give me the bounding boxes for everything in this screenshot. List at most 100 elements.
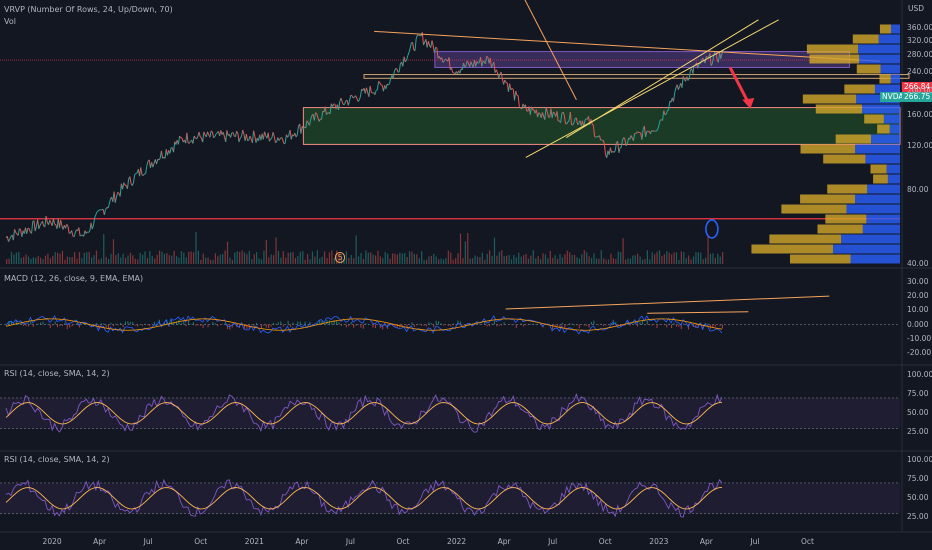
- price-candle-368: [450, 67, 454, 73]
- vrvp-legend[interactable]: VRVP (Number Of Rows, 24, Up/Down, 70): [4, 5, 173, 14]
- volume-bar-300: [370, 252, 372, 264]
- volume-bar-34: [47, 253, 49, 264]
- volume-bar-190: [236, 251, 238, 264]
- volume-bar-204: [253, 254, 255, 264]
- volume-bar-460: [564, 254, 566, 264]
- price-tick-5: 160.00: [907, 110, 932, 120]
- volume-bar-482: [590, 258, 593, 264]
- price-candle-116: [145, 165, 148, 174]
- macd-hist-142: [178, 319, 180, 325]
- macd-hist-106: [134, 324, 136, 326]
- price-candle-236: [290, 134, 293, 140]
- price-candle-411: [503, 79, 506, 85]
- time-tick-7: Oct: [396, 537, 410, 546]
- volume-bar-448: [549, 250, 551, 264]
- macd-hist-424: [520, 323, 522, 325]
- rsi-legend-2[interactable]: RSI (14, close, SMA, 14, 2): [4, 455, 110, 464]
- volume-bar-352: [433, 253, 435, 264]
- volume-bar-426: [523, 255, 525, 264]
- macd-hist-132: [166, 319, 168, 325]
- macd-hist-148: [185, 324, 187, 327]
- price-candle-122: [152, 162, 155, 168]
- volume-bar-112: [141, 254, 144, 264]
- time-tick-5: Apr: [295, 537, 309, 546]
- macd-hist-282: [348, 324, 350, 327]
- macd-hist-550: [673, 322, 675, 325]
- volume-bar-94: [120, 257, 122, 264]
- volume-bar-546: [668, 252, 670, 264]
- price-candle-134: [166, 150, 170, 156]
- price-candle-446: [545, 107, 548, 113]
- price-candle-317: [389, 77, 392, 84]
- volume-bar-550: [673, 252, 675, 264]
- macd-hist-286: [353, 324, 355, 328]
- price-tick-6: 120.00: [907, 141, 932, 151]
- volume-bar-414: [508, 254, 510, 264]
- macd-hist-546: [668, 323, 670, 325]
- price-candle-255: [313, 112, 316, 121]
- vrvp-down-row-1: [751, 244, 834, 254]
- vrvp-down-row-9: [870, 164, 887, 174]
- price-candle-434: [531, 106, 534, 111]
- volume-bar-462: [566, 250, 568, 264]
- volume-bar-454: [556, 258, 559, 264]
- price-candle-265: [326, 112, 329, 115]
- price-candle-150: [186, 132, 189, 144]
- price-candle-143: [177, 135, 181, 145]
- vrvp-up-row-11: [855, 144, 900, 154]
- volume-bar-246: [304, 259, 306, 264]
- volume-bar-578: [707, 235, 709, 264]
- macd-trendline-short: [647, 311, 749, 314]
- vol-legend[interactable]: Vol: [4, 17, 16, 26]
- price-tick-7: 80.00: [907, 184, 929, 194]
- price-candle-484: [591, 123, 594, 126]
- macd-hist-90: [115, 323, 117, 325]
- last-price-red-tag: 266.84: [902, 82, 932, 92]
- price-candle-339: [415, 34, 418, 39]
- macd-trendline-long: [505, 295, 830, 310]
- macd-hist-92: [117, 324, 119, 326]
- price-candle-545: [665, 110, 668, 115]
- macd-hist-52: [69, 324, 71, 328]
- vrvp-up-row-4: [866, 214, 900, 224]
- macd-hist-202: [251, 324, 253, 325]
- macd-hist-568: [695, 324, 697, 328]
- price-candle-401: [490, 64, 494, 68]
- macd-hist-326: [401, 324, 403, 327]
- volume-bar-218: [270, 254, 272, 264]
- price-candle-400: [489, 58, 492, 68]
- volume-bar-98: [124, 257, 127, 264]
- vrvp-down-row-13: [877, 124, 890, 134]
- price-candle-463: [566, 121, 569, 125]
- volume-bar-138: [173, 250, 175, 264]
- price-candle-270: [332, 103, 335, 107]
- vrvp-down-row-22: [852, 34, 879, 44]
- macd-hist-526: [644, 324, 646, 326]
- price-candle-551: [672, 92, 676, 102]
- macd-legend[interactable]: MACD (12, 26, close, 9, EMA, EMA): [4, 274, 144, 283]
- volume-bar-512: [627, 258, 629, 264]
- volume-bar-412: [506, 255, 508, 264]
- price-candle-12: [19, 228, 21, 231]
- price-candle-277: [340, 97, 343, 103]
- macd-hist-336: [413, 324, 415, 327]
- macd-hist-160: [200, 324, 202, 326]
- price-candle-539: [658, 120, 661, 126]
- vrvp-up-row-14: [883, 114, 900, 124]
- vrvp-up-row-21: [858, 44, 900, 54]
- volume-bar-472: [578, 258, 581, 264]
- price-candle-190: [234, 131, 238, 137]
- volume-bar-82: [105, 257, 107, 264]
- macd-hist-4: [10, 320, 12, 325]
- volume-bar-344: [423, 259, 425, 264]
- macd-hist-82: [105, 324, 107, 328]
- channel-upper: [566, 19, 759, 139]
- time-tick-15: Oct: [800, 537, 814, 546]
- event-marker[interactable]: 5: [335, 252, 345, 263]
- time-tick-14: Jul: [750, 537, 760, 546]
- rsi-legend-1[interactable]: RSI (14, close, SMA, 14, 2): [4, 369, 110, 378]
- macd-hist-308: [379, 324, 381, 329]
- price-candle-363: [445, 58, 447, 61]
- symbol-tag[interactable]: NVDA: [880, 92, 906, 102]
- price-candle-334: [409, 42, 412, 49]
